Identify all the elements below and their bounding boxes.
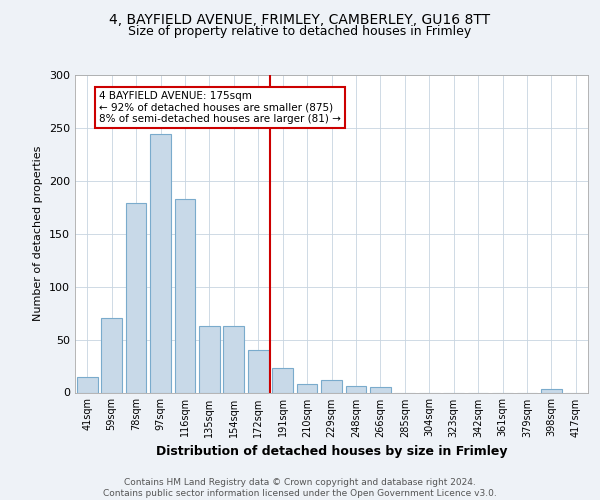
Bar xyxy=(296,384,317,392)
Bar xyxy=(370,387,391,392)
Bar xyxy=(248,350,269,393)
Bar xyxy=(541,390,562,392)
Text: 4, BAYFIELD AVENUE, FRIMLEY, CAMBERLEY, GU16 8TT: 4, BAYFIELD AVENUE, FRIMLEY, CAMBERLEY, … xyxy=(109,12,491,26)
Bar xyxy=(175,199,196,392)
Text: 4 BAYFIELD AVENUE: 175sqm
← 92% of detached houses are smaller (875)
8% of semi-: 4 BAYFIELD AVENUE: 175sqm ← 92% of detac… xyxy=(100,91,341,124)
Bar xyxy=(272,368,293,392)
X-axis label: Distribution of detached houses by size in Frimley: Distribution of detached houses by size … xyxy=(156,445,507,458)
Bar xyxy=(150,134,171,392)
Y-axis label: Number of detached properties: Number of detached properties xyxy=(34,146,43,322)
Bar xyxy=(101,318,122,392)
Bar xyxy=(346,386,367,392)
Bar xyxy=(125,203,146,392)
Bar xyxy=(77,376,98,392)
Bar xyxy=(199,326,220,392)
Text: Contains HM Land Registry data © Crown copyright and database right 2024.
Contai: Contains HM Land Registry data © Crown c… xyxy=(103,478,497,498)
Text: Size of property relative to detached houses in Frimley: Size of property relative to detached ho… xyxy=(128,25,472,38)
Bar xyxy=(321,380,342,392)
Bar xyxy=(223,326,244,392)
